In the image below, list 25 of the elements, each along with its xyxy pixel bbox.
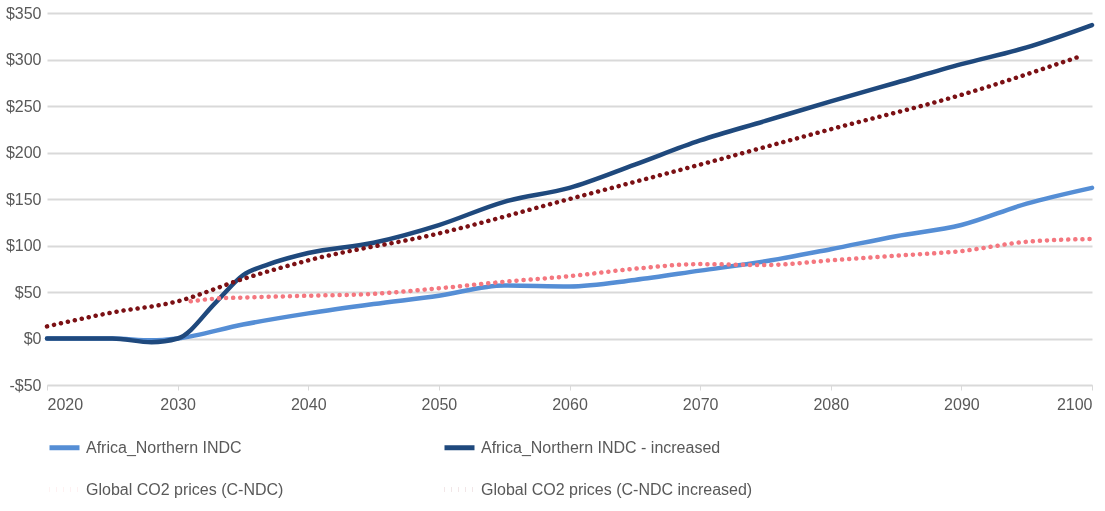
x-tick-label: 2100 xyxy=(1056,395,1093,413)
line-series xyxy=(188,236,1095,304)
legend-label: Global CO2 prices (C-NDC increased) xyxy=(481,480,753,498)
x-tick-label: 2070 xyxy=(682,395,719,413)
y-tick-label: -$50 xyxy=(9,376,42,394)
line-series xyxy=(44,22,1095,345)
x-tick-label: 2020 xyxy=(47,395,84,413)
x-tick-label: 2060 xyxy=(552,395,588,413)
x-tick-label: 2040 xyxy=(290,395,327,413)
x-tick-label: 2080 xyxy=(813,395,850,413)
y-tick-label: $50 xyxy=(14,283,42,301)
y-tick-label: $150 xyxy=(5,190,42,208)
legend-label: Africa_Northern INDC - increased xyxy=(481,438,721,457)
x-tick-label: 2090 xyxy=(944,395,980,413)
y-tick-label: $0 xyxy=(23,330,42,347)
line-series xyxy=(44,54,1082,329)
legend-label: Africa_Northern INDC xyxy=(86,438,242,457)
x-tick-label: 2050 xyxy=(421,395,458,413)
y-tick-label: $350 xyxy=(5,4,42,22)
x-tick-label: 2030 xyxy=(160,395,197,413)
y-tick-label: $200 xyxy=(5,144,42,161)
y-tick-label: $250 xyxy=(5,97,42,115)
y-tick-label: $300 xyxy=(5,51,42,68)
y-tick-label: $100 xyxy=(5,237,42,254)
legend-label: Global CO2 prices (C-NDC) xyxy=(86,480,284,498)
